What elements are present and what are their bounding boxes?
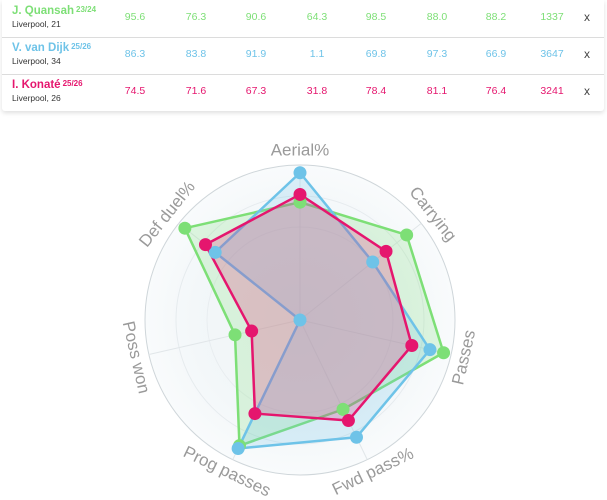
radar-point-j-quansah[interactable] [178, 221, 192, 235]
radar-series-layer [178, 166, 451, 455]
stat-cell: 97.3 [426, 48, 448, 60]
player-row-van-dijk: V. van Dijk 25/26 Liverpool, 34 86.3 83.8… [2, 37, 604, 75]
radar-point-v-van-dijk[interactable] [423, 343, 437, 357]
player-season: 25/26 [71, 42, 92, 51]
radar-point-v-van-dijk[interactable] [208, 245, 222, 259]
stat-cell: 76.4 [485, 85, 507, 97]
stat-cell: 86.3 [124, 48, 146, 60]
radar-spoke [148, 319, 301, 355]
stat-cell: 1.1 [309, 48, 325, 60]
stat-cell: 95.6 [124, 11, 146, 23]
radar-point-i-konat-[interactable] [379, 244, 393, 258]
player-club-age: Liverpool, 34 [12, 56, 61, 66]
stat-cell: 64.3 [306, 11, 328, 23]
player-season: 23/24 [76, 5, 97, 14]
radar-point-v-van-dijk[interactable] [293, 313, 307, 327]
stat-cell: 67.3 [245, 85, 267, 97]
stat-cell: 83.8 [185, 48, 207, 60]
stat-cell: 74.5 [124, 85, 146, 97]
radar-series-i-konat- [204, 193, 414, 422]
stat-cell: 1337 [540, 11, 564, 23]
player-name[interactable]: I. Konaté 25/26 [12, 79, 83, 91]
radar-point-v-van-dijk[interactable] [293, 166, 307, 180]
radar-point-i-konat-[interactable] [248, 407, 262, 421]
stat-cell: 88.0 [426, 11, 448, 23]
radar-point-i-konat-[interactable] [293, 187, 307, 201]
player-row-konate: I. Konaté 25/26 Liverpool, 26 74.5 71.6 6… [2, 74, 604, 111]
stat-cell: 88.2 [485, 11, 507, 23]
radar-point-i-konat-[interactable] [198, 238, 212, 252]
axis-label: Aerial% [271, 140, 330, 159]
radar-point-j-quansah[interactable] [437, 346, 451, 360]
remove-player-button[interactable]: x [584, 47, 590, 61]
radar-point-i-konat-[interactable] [245, 324, 259, 338]
stat-cell: 90.6 [245, 11, 267, 23]
remove-player-button[interactable]: x [584, 84, 590, 98]
stat-cell: 66.9 [485, 48, 507, 60]
stat-cell: 91.9 [245, 48, 267, 60]
radar-point-j-quansah[interactable] [228, 328, 242, 342]
stat-cell: 3241 [540, 85, 564, 97]
radar-point-i-konat-[interactable] [405, 339, 419, 353]
remove-player-button[interactable]: x [584, 10, 590, 24]
stat-cell: 98.5 [365, 11, 387, 23]
radar-point-j-quansah[interactable] [400, 228, 414, 242]
player-row-quansah: J. Quansah 23/24 Liverpool, 21 95.6 76.3 … [2, 0, 604, 38]
stat-cell: 69.8 [365, 48, 387, 60]
player-name[interactable]: V. van Dijk 25/26 [12, 42, 92, 54]
player-name[interactable]: J. Quansah 23/24 [12, 5, 97, 17]
stat-cell: 78.4 [365, 85, 387, 97]
radar-point-v-van-dijk[interactable] [231, 441, 245, 455]
player-season: 25/26 [62, 79, 83, 88]
stat-cell: 81.1 [426, 85, 448, 97]
stat-cell: 3647 [540, 48, 564, 60]
radar-point-j-quansah[interactable] [336, 402, 350, 416]
radar-point-v-van-dijk[interactable] [366, 255, 380, 269]
stat-cell: 76.3 [185, 11, 207, 23]
radar-point-v-van-dijk[interactable] [349, 430, 363, 444]
player-club-age: Liverpool, 21 [12, 19, 61, 29]
radar-spoke [299, 222, 422, 321]
stat-cell: 31.8 [306, 85, 328, 97]
radar-point-i-konat-[interactable] [341, 414, 355, 428]
radar-series-v-van-dijk [213, 171, 432, 450]
player-comparison-table: J. Quansah 23/24 Liverpool, 21 95.6 76.3 … [2, 0, 604, 111]
player-club-age: Liverpool, 26 [12, 93, 61, 103]
stat-cell: 71.6 [185, 85, 207, 97]
